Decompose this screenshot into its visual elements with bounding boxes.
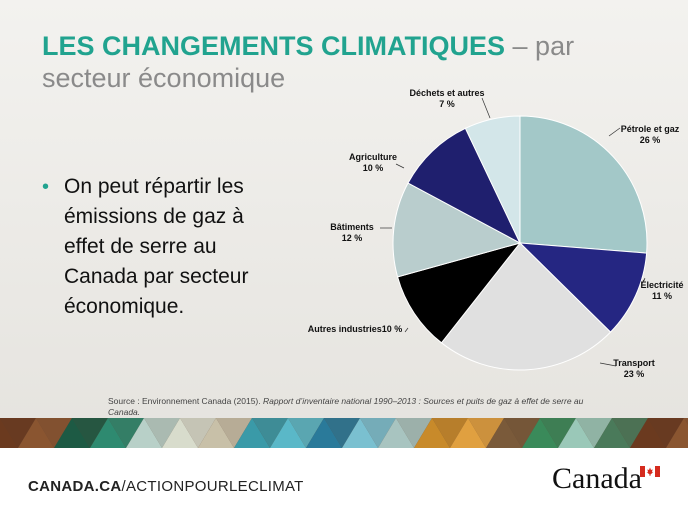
label-leader-line (599, 362, 617, 367)
band-triangle (144, 418, 180, 448)
slice-label: Pétrole et gaz (621, 124, 680, 134)
label-leader-line (481, 97, 491, 119)
pie-slice-3 (396, 242, 522, 344)
slice-label: Agriculture (349, 152, 397, 162)
band-triangle (234, 418, 270, 448)
source-citation: Source : Environnement Canada (2015). Ra… (108, 396, 608, 418)
band-triangle (54, 418, 90, 448)
label-leader-line (641, 277, 646, 285)
band-triangle (162, 418, 198, 448)
bullet-item: • On peut répartir les émissions de gaz … (42, 172, 282, 322)
pie-slice-1 (518, 242, 648, 333)
band-triangle (360, 418, 396, 448)
slice-value-label: 12 % (342, 233, 363, 243)
slice-label: Autres industries10 % (308, 324, 403, 334)
band-triangle (630, 418, 666, 448)
bullet-text: On peut répartir les émissions de gaz à … (64, 175, 249, 318)
band-triangle (342, 418, 378, 448)
pie-slice-0 (519, 115, 648, 254)
band-triangle (396, 418, 432, 448)
band-triangle (252, 418, 288, 448)
label-leader-line (395, 163, 405, 169)
band-triangle (432, 418, 468, 448)
band-triangle (180, 418, 216, 448)
band-triangle (72, 418, 108, 448)
band-triangle (594, 418, 630, 448)
band-triangle (288, 418, 324, 448)
band-triangle (36, 418, 72, 448)
footer-url[interactable]: CANADA.CA/ACTIONPOURLECLIMAT (28, 478, 304, 495)
slice-value-label: 11 % (652, 291, 672, 301)
slice-value-label: 26 % (640, 135, 661, 145)
band-triangle (378, 418, 414, 448)
slice-label: Déchets et autres (409, 88, 484, 98)
band-triangle (504, 418, 540, 448)
decorative-triangle-band (0, 418, 688, 448)
title-main: LES CHANGEMENTS CLIMATIQUES (42, 31, 506, 61)
band-triangle (414, 418, 450, 448)
label-leader-line (608, 127, 621, 137)
band-triangle (468, 418, 504, 448)
band-triangle (18, 418, 54, 448)
page-title: LES CHANGEMENTS CLIMATIQUES – par secteu… (42, 30, 662, 94)
band-triangle (612, 418, 648, 448)
pie-slice-5 (407, 127, 522, 245)
title-subtitle-part1: par (535, 31, 575, 61)
band-triangle (324, 418, 360, 448)
band-triangle (576, 418, 612, 448)
slice-value-label: 10 % (363, 163, 384, 173)
title-subtitle-part2: secteur économique (42, 63, 286, 93)
band-triangle (648, 418, 684, 448)
slice-label: Bâtiments (330, 222, 374, 232)
footer: CANADA.CA/ACTIONPOURLECLIMAT Canada (0, 448, 688, 516)
band-triangle (558, 418, 594, 448)
pie-slice-4 (392, 182, 522, 278)
band-triangle (450, 418, 486, 448)
pie-chart: Pétrole et gaz 26 % Électricité 11 % Transpo… (300, 88, 688, 388)
slice-value-label: 7 % (439, 99, 455, 109)
band-triangle (270, 418, 306, 448)
triangle-pattern (0, 418, 688, 448)
band-triangle (0, 418, 36, 448)
band-triangle (522, 418, 558, 448)
slice-value-label: 23 % (624, 369, 645, 379)
pie-slice-2 (440, 242, 612, 371)
bullet-dot-icon: • (42, 176, 50, 198)
band-triangle (90, 418, 126, 448)
band-triangle (306, 418, 342, 448)
canada-wordmark: Canada (552, 462, 642, 495)
band-triangle (126, 418, 162, 448)
band-triangle (198, 418, 234, 448)
slice-label: Électricité (640, 280, 683, 290)
canada-flag-icon (640, 466, 660, 477)
source-title: Rapport d’inventaire national 1990–2013 … (108, 396, 584, 417)
band-triangle (666, 418, 688, 448)
title-separator: – (505, 31, 536, 61)
slice-label: Transport (613, 358, 655, 368)
title-line-1: LES CHANGEMENTS CLIMATIQUES – par (42, 30, 662, 62)
band-triangle (540, 418, 576, 448)
band-triangle (486, 418, 522, 448)
label-leader-line (404, 327, 409, 333)
source-prefix: Source : Environnement Canada (2015). (108, 396, 261, 406)
pie-slice-6 (464, 115, 521, 244)
band-triangle (216, 418, 252, 448)
footer-url-domain: CANADA.CA (28, 478, 122, 495)
band-triangle (108, 418, 144, 448)
footer-url-path: /ACTIONPOURLECLIMAT (121, 478, 304, 495)
